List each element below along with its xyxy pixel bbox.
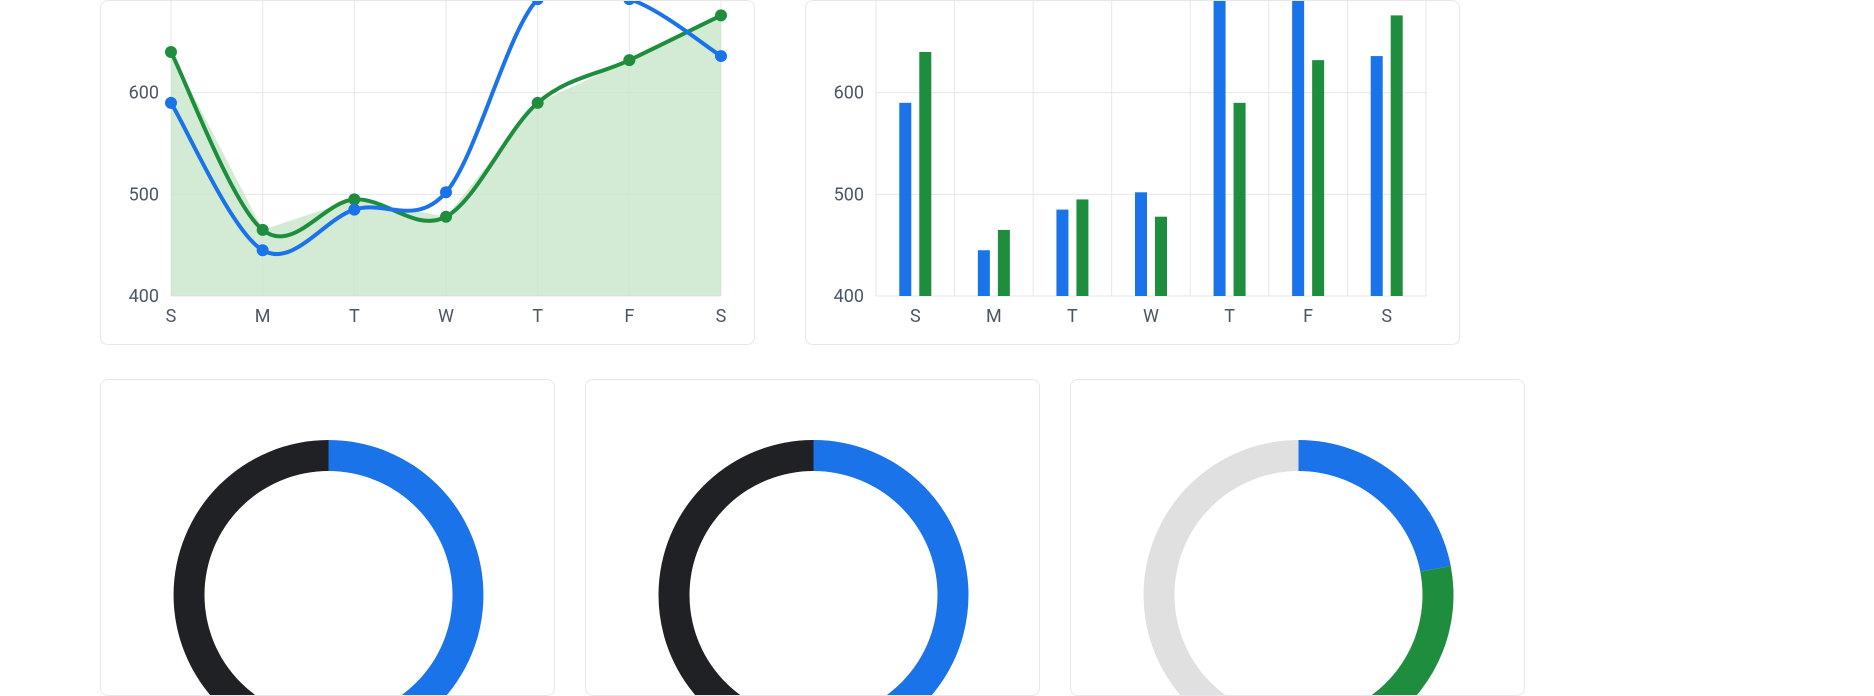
x-tick-label: M <box>986 306 1002 327</box>
bar-blue <box>1214 1 1226 296</box>
bar-blue <box>1135 192 1147 296</box>
marker-blue <box>623 1 635 5</box>
x-tick-label: T <box>532 306 543 327</box>
bar-green <box>919 52 931 296</box>
y-tick-label: 400 <box>129 286 159 307</box>
bar-green <box>1391 15 1403 296</box>
marker-green <box>257 224 269 236</box>
donut-chart-3-card <box>1070 379 1525 696</box>
bar-green <box>1076 199 1088 296</box>
donut-slice-dark <box>174 440 329 696</box>
line-area-chart: 400 500 600 700 S M T W T F S <box>101 1 741 346</box>
bar-blue <box>1371 56 1383 296</box>
y-tick-label: 700 <box>129 1 159 2</box>
marker-green <box>440 211 452 223</box>
marker-green <box>532 97 544 109</box>
bar-chart-card: 400 500 600 700 S M T W T F S <box>805 0 1460 345</box>
donut-chart-1 <box>101 380 555 696</box>
donut-chart-2 <box>586 380 1040 696</box>
y-tick-label: 500 <box>834 184 864 205</box>
marker-green <box>715 9 727 21</box>
x-tick-label: M <box>255 306 271 327</box>
y-tick-label: 600 <box>129 83 159 104</box>
y-tick-label: 600 <box>834 83 864 104</box>
bar-blue <box>1292 1 1304 296</box>
bar-blue <box>899 103 911 296</box>
marker-blue <box>348 204 360 216</box>
marker-blue <box>257 244 269 256</box>
marker-blue <box>715 50 727 62</box>
x-tick-label: S <box>910 306 921 327</box>
marker-green <box>623 54 635 66</box>
donut-chart-1-card <box>100 379 555 696</box>
donuts-row <box>100 379 1774 696</box>
marker-green <box>165 46 177 58</box>
bar-green <box>1312 60 1324 296</box>
donut-slice-blue <box>329 440 484 696</box>
charts-row-1: 400 500 600 700 S M T W T F S 400 500 600 700 S M T W T F S <box>100 0 1774 345</box>
x-tick-label: T <box>1067 306 1078 327</box>
y-tick-label: 500 <box>129 184 159 205</box>
bar-green <box>1234 103 1246 296</box>
bar-chart: 400 500 600 700 S M T W T F S <box>806 1 1446 346</box>
bar-blue <box>1056 210 1068 296</box>
line-area-chart-card: 400 500 600 700 S M T W T F S <box>100 0 755 345</box>
bar-green <box>998 230 1010 296</box>
marker-blue <box>165 97 177 109</box>
donut-chart-3 <box>1071 380 1525 696</box>
donut-slice-light <box>1144 440 1299 696</box>
dashboard-page: 400 500 600 700 S M T W T F S 400 500 600 700 S M T W T F S <box>0 0 1874 696</box>
y-tick-label: 700 <box>834 1 864 2</box>
x-tick-label: T <box>1224 306 1235 327</box>
x-tick-label: T <box>349 306 360 327</box>
donut-slice-dark <box>659 440 814 696</box>
donut-chart-2-card <box>585 379 1040 696</box>
x-tick-label: W <box>1143 306 1159 327</box>
y-tick-label: 400 <box>834 286 864 307</box>
x-tick-label: S <box>1381 306 1392 327</box>
x-tick-label: S <box>716 306 727 327</box>
x-tick-label: S <box>166 306 177 327</box>
donut-slice-blue <box>1299 440 1451 572</box>
x-tick-label: F <box>624 306 634 327</box>
marker-blue <box>440 186 452 198</box>
donut-slice-blue <box>814 440 969 696</box>
x-tick-label: F <box>1303 306 1313 327</box>
bar-blue <box>978 250 990 296</box>
x-tick-label: W <box>438 306 454 327</box>
bar-green <box>1155 217 1167 296</box>
donut-slice-green <box>1371 566 1453 696</box>
